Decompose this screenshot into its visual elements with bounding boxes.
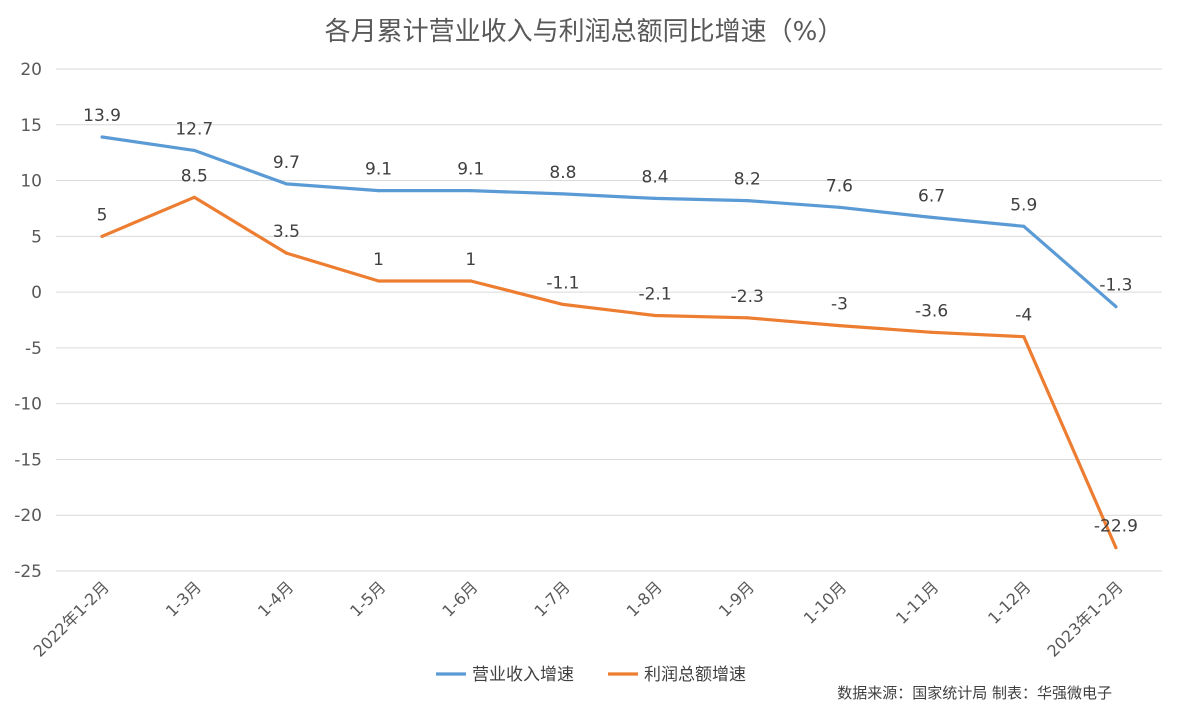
data-label: -1.3: [1099, 276, 1132, 296]
y-tick-label: -5: [25, 339, 42, 359]
data-point: [1114, 545, 1118, 550]
data-point: [561, 302, 565, 306]
data-point: [284, 182, 289, 186]
gridlines: [56, 68, 1162, 572]
data-point: [929, 330, 934, 334]
y-axis-ticks: 20 15 10 5 0 -5 -10 -15 -20 -25: [14, 60, 42, 582]
data-label: 5.9: [1010, 195, 1037, 215]
x-tick-label: 1-10月: [800, 577, 850, 627]
chart-title: 各月累计营业收入与利润总额同比增速（%）: [325, 17, 844, 47]
x-tick-label: 1-5月: [346, 577, 389, 620]
data-label: 8.2: [734, 170, 761, 190]
data-label: 3.5: [273, 222, 300, 242]
x-axis-ticks: 2022年1-2月 1-3月 1-4月 1-5月 1-6月 1-7月 1-8月 1-9月 1-1…: [30, 577, 1127, 660]
legend-label: 营业收入增速: [472, 665, 574, 685]
data-label: 1: [373, 250, 384, 270]
data-label: 8.5: [181, 166, 208, 186]
data-label: -1.1: [546, 273, 579, 293]
data-point: [1114, 305, 1118, 309]
y-tick-label: -25: [14, 562, 42, 582]
data-label: 12.7: [175, 119, 213, 139]
data-point: [469, 279, 473, 283]
data-point: [653, 196, 657, 201]
x-tick-label: 1-8月: [623, 577, 666, 620]
y-tick-label: 0: [31, 283, 42, 303]
data-point: [837, 323, 842, 328]
legend: 营业收入增速 利润总额增速: [436, 665, 746, 685]
data-label: -22.9: [1094, 517, 1138, 537]
x-tick-label: 1-4月: [254, 577, 297, 620]
data-point: [469, 188, 473, 193]
data-point: [192, 195, 196, 199]
data-label: 8.4: [642, 167, 669, 187]
data-label: 5: [97, 205, 108, 225]
data-label: 9.7: [273, 153, 300, 173]
x-tick-label: 1-7月: [531, 577, 574, 620]
data-label: 7.6: [826, 176, 853, 196]
data-point: [745, 199, 749, 203]
series-line-2: [100, 195, 1118, 550]
y-tick-label: 15: [20, 116, 42, 136]
x-tick-label: 1-12月: [984, 577, 1034, 627]
x-tick-label: 1-11月: [892, 577, 942, 627]
data-point: [653, 313, 657, 318]
data-point: [561, 192, 565, 196]
x-tick-label: 2023年1-2月: [1043, 577, 1126, 660]
data-label: -2.1: [638, 285, 671, 305]
y-tick-label: -20: [14, 506, 42, 526]
source-note: 数据来源：国家统计局 制表：华强微电子: [837, 684, 1112, 702]
data-label: -3: [831, 295, 848, 315]
x-tick-label: 2022年1-2月: [30, 577, 113, 660]
data-point: [100, 135, 104, 139]
data-point: [1022, 224, 1026, 228]
data-label: 6.7: [918, 186, 945, 206]
y-tick-label: -15: [14, 450, 42, 470]
data-point: [284, 251, 289, 255]
data-point: [1022, 335, 1026, 339]
series-lines: [100, 135, 1118, 550]
data-label: -3.6: [915, 301, 948, 321]
legend-label: 利润总额增速: [644, 665, 746, 685]
data-point: [837, 205, 842, 209]
series-line-1: [100, 135, 1118, 309]
x-tick-label: 1-6月: [438, 577, 481, 620]
y-tick-label: 10: [20, 172, 42, 192]
data-label: 1: [465, 250, 476, 270]
data-point: [929, 215, 934, 219]
x-tick-label: 1-3月: [162, 577, 205, 620]
data-label: 8.8: [549, 163, 576, 183]
data-label: 9.1: [365, 160, 392, 180]
data-point: [376, 279, 381, 283]
data-label: 9.1: [457, 160, 484, 180]
data-point: [376, 188, 381, 193]
y-tick-label: 5: [31, 227, 42, 247]
x-tick-label: 1-9月: [715, 577, 758, 620]
data-label: -2.3: [731, 287, 764, 307]
y-tick-label: -10: [14, 395, 42, 415]
data-labels: 13.9 12.7 9.7 9.1 9.1 8.8 8.4 8.2 7.6 6.7 5.9 -1.3 5…: [83, 106, 1138, 537]
y-tick-label: 20: [20, 60, 42, 80]
data-label: -4: [1015, 306, 1032, 326]
data-label: 13.9: [83, 106, 121, 126]
data-point: [100, 234, 104, 238]
data-point: [745, 316, 749, 320]
data-point: [192, 148, 196, 153]
